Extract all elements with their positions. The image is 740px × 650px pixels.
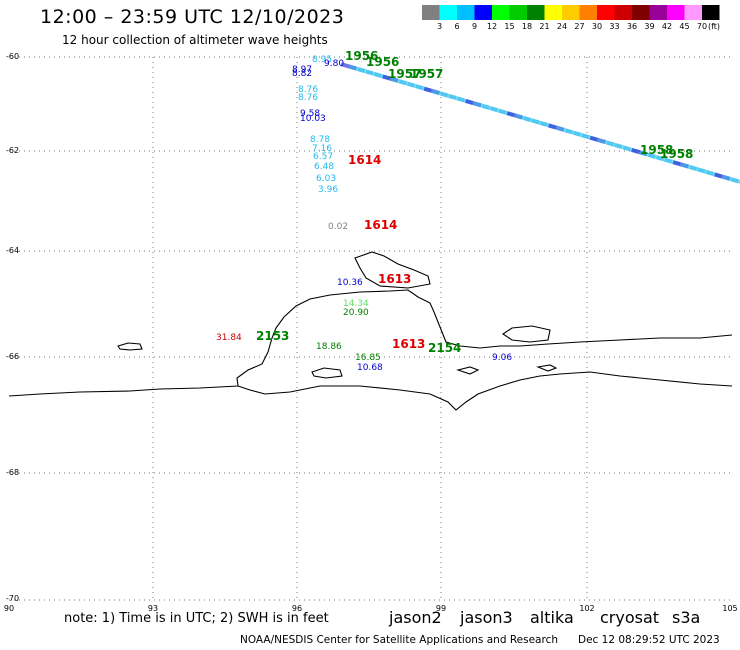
color-scale-swatch <box>649 5 667 20</box>
wave-height-label: 1958 <box>660 147 693 161</box>
lon-tick-label: 102 <box>579 604 595 613</box>
footer-credit: NOAA/NESDIS Center for Satellite Applica… <box>240 634 558 646</box>
color-scale-label: 39 <box>644 22 655 31</box>
coastline <box>8 251 733 411</box>
wave-height-label: 1613 <box>378 272 411 286</box>
color-scale-label: 21 <box>539 22 550 31</box>
lat-tick-label: -70 <box>6 594 20 603</box>
wave-height-label: 1958 <box>640 143 673 157</box>
wave-height-label: 1956 <box>345 49 378 63</box>
color-scale-swatch <box>474 5 492 20</box>
color-scale-swatch <box>527 5 545 20</box>
color-scale-label: 15 <box>504 22 515 31</box>
graticule <box>9 56 732 601</box>
color-scale-label: 45 <box>679 22 690 31</box>
wave-height-label: 3.96 <box>318 185 338 195</box>
wave-height-label: 1956 <box>366 55 399 69</box>
color-scale-label: 27 <box>574 22 585 31</box>
color-scale-bar <box>422 5 720 20</box>
lat-tick-label: -64 <box>6 246 20 255</box>
color-scale-swatch <box>632 5 650 20</box>
wave-height-label: 9.80 <box>324 59 344 69</box>
color-scale-label: 30 <box>591 22 603 31</box>
wave-height-label: 1614 <box>364 218 397 232</box>
wave-height-label: 8.78 <box>310 135 330 145</box>
color-scale-label: 3 <box>436 22 443 31</box>
color-scale-swatch <box>684 5 702 20</box>
wave-height-label: 10.36 <box>337 278 363 288</box>
legend-note: note: 1) Time is in UTC; 2) SWH is in fe… <box>64 611 329 626</box>
lat-tick-label: -60 <box>6 52 20 61</box>
wave-height-label: 10.68 <box>357 363 383 373</box>
color-scale-label: 70 <box>696 22 708 31</box>
lon-tick-label: 93 <box>147 604 159 613</box>
wave-height-label: 9.58 <box>300 109 320 119</box>
wave-height-label: 8.82 <box>292 69 312 79</box>
color-scale-label: 24 <box>556 22 568 31</box>
lon-tick-label: 105 <box>722 604 738 613</box>
color-scale-swatch <box>492 5 510 20</box>
color-scale-swatch <box>597 5 615 20</box>
color-scale-swatch <box>457 5 475 20</box>
altimeter-track-ne <box>340 62 740 186</box>
color-scale-label: 33 <box>609 22 620 31</box>
wave-height-label: 1613 <box>392 337 425 351</box>
legend-jason2: jason2 <box>389 608 442 627</box>
lat-tick-label: -62 <box>6 146 20 155</box>
color-scale-label: (ft) <box>707 22 721 31</box>
color-scale-label: 18 <box>521 22 533 31</box>
wave-height-label: 8.97 <box>292 65 312 75</box>
color-scale-label: 9 <box>471 22 478 31</box>
wave-height-label: 0.02 <box>328 222 348 232</box>
wave-height-label: 1614 <box>348 153 381 167</box>
legend-cryosat: cryosat <box>600 608 660 627</box>
color-scale-swatch <box>562 5 580 20</box>
track-sample-mark <box>730 177 740 186</box>
legend-altika: altika <box>530 608 574 627</box>
wave-height-label: 2153 <box>256 329 289 343</box>
legend-s3a: s3a <box>672 608 701 627</box>
wave-height-label: 31.84 <box>216 333 242 343</box>
wave-height-label: 6.48 <box>314 162 334 172</box>
color-scale-label: 42 <box>661 22 673 31</box>
lon-tick-label: 96 <box>291 604 303 613</box>
color-scale-swatch <box>667 5 685 20</box>
footer-timestamp: Dec 12 08:29:52 UTC 2023 <box>578 634 720 646</box>
map-title: 12:00 – 23:59 UTC 12/10/2023 <box>40 6 345 28</box>
wave-height-label: 1957 <box>388 67 421 81</box>
wave-height-label: 8.95 <box>312 55 332 65</box>
wave-height-label: 6.57 <box>313 152 333 162</box>
wave-height-label: 10.03 <box>300 114 326 124</box>
color-scale-swatch <box>579 5 597 20</box>
wave-height-label: 8.76 <box>298 85 318 95</box>
wave-height-label: 16.85 <box>355 353 381 363</box>
lon-tick-label: 90 <box>3 604 15 613</box>
wave-height-label: 6.03 <box>316 174 336 184</box>
color-scale-swatch <box>439 5 457 20</box>
wave-height-label: 14.34 <box>343 299 369 309</box>
wave-height-label: 1957 <box>410 67 443 81</box>
wave-height-label: 2154 <box>428 341 461 355</box>
color-scale-label: 36 <box>626 22 638 31</box>
lon-tick-label: 99 <box>435 604 447 613</box>
wave-height-label: 7.16 <box>312 144 332 154</box>
color-scale-label: 6 <box>454 22 460 31</box>
color-scale-swatch <box>702 5 720 20</box>
color-scale-swatch <box>614 5 632 20</box>
color-scale-swatch <box>544 5 562 20</box>
wave-height-label: 20.90 <box>343 308 369 318</box>
color-scale-swatch <box>509 5 527 20</box>
wave-height-label: 8.76 <box>298 93 318 103</box>
lat-tick-label: -66 <box>6 352 20 361</box>
lat-tick-label: -68 <box>6 468 20 477</box>
legend-jason3: jason3 <box>460 608 513 627</box>
color-scale-swatch <box>422 5 440 20</box>
wave-height-label: 9.06 <box>492 353 512 363</box>
color-scale-label: 12 <box>486 22 498 31</box>
wave-height-label: 18.86 <box>316 342 342 352</box>
map-subtitle: 12 hour collection of altimeter wave hei… <box>62 33 328 47</box>
